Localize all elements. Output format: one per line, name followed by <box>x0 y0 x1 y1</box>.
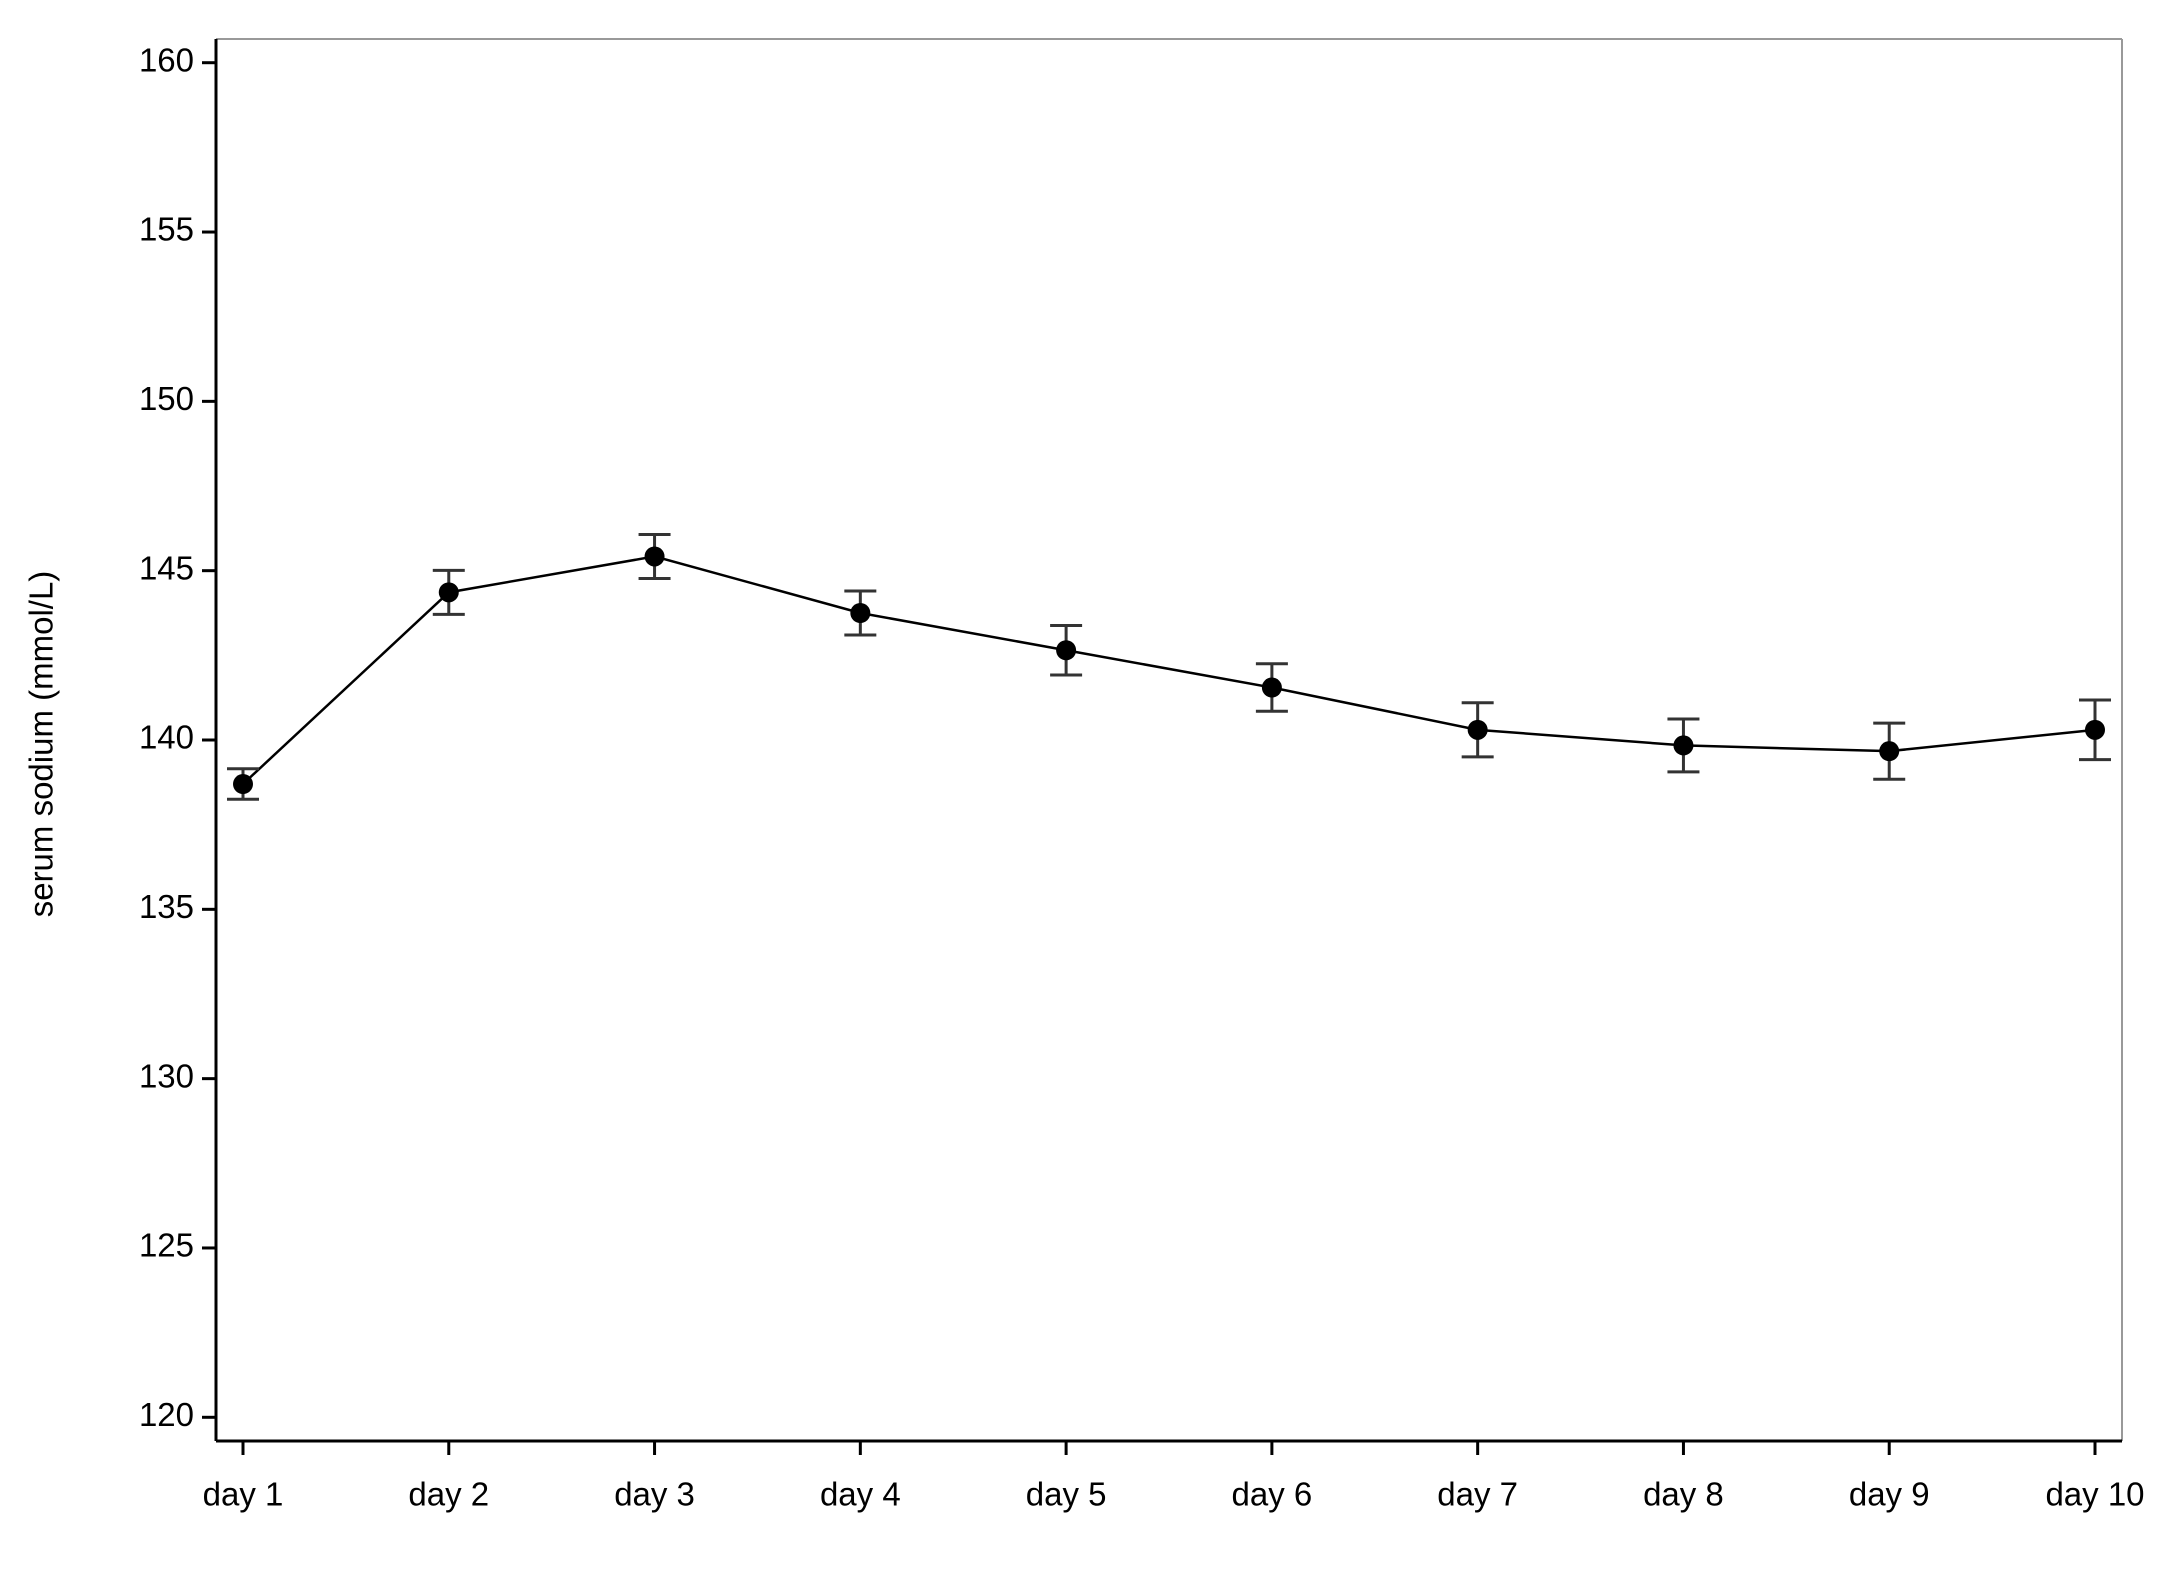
x-tick-label: day 7 <box>1437 1476 1518 1513</box>
data-point <box>1673 735 1694 756</box>
data-point <box>233 774 253 795</box>
y-tick-label: 125 <box>139 1227 194 1264</box>
y-tick-label: 150 <box>139 380 194 417</box>
y-tick-label: 120 <box>139 1396 194 1433</box>
x-tick-label: day 2 <box>408 1476 489 1513</box>
data-point <box>1056 640 1077 661</box>
data-line <box>242 555 2096 785</box>
y-tick-label: 160 <box>139 41 194 78</box>
x-tick-label: day 10 <box>2045 1476 2144 1513</box>
data-point <box>1467 719 1488 740</box>
data-point <box>1879 741 1900 762</box>
y-tick-label: 140 <box>139 719 194 756</box>
x-tick-label: day 3 <box>614 1476 695 1513</box>
y-tick-label: 130 <box>139 1057 194 1094</box>
data-point <box>1261 677 1282 698</box>
data-point <box>850 603 871 624</box>
x-tick-label: day 9 <box>1849 1476 1930 1513</box>
data-point <box>2085 719 2105 740</box>
x-tick-label: day 4 <box>820 1476 901 1513</box>
y-tick-label: 145 <box>139 549 194 586</box>
data-point <box>438 582 459 603</box>
y-axis-label: serum sodium (mmol/L) <box>23 571 60 918</box>
x-tick-label: day 1 <box>203 1476 284 1513</box>
y-tick-label: 135 <box>139 888 194 925</box>
x-tick-label: day 5 <box>1026 1476 1107 1513</box>
y-tick-label: 155 <box>139 211 194 248</box>
x-tick-label: day 8 <box>1643 1476 1724 1513</box>
data-point <box>644 546 665 567</box>
x-tick-label: day 6 <box>1232 1476 1313 1513</box>
